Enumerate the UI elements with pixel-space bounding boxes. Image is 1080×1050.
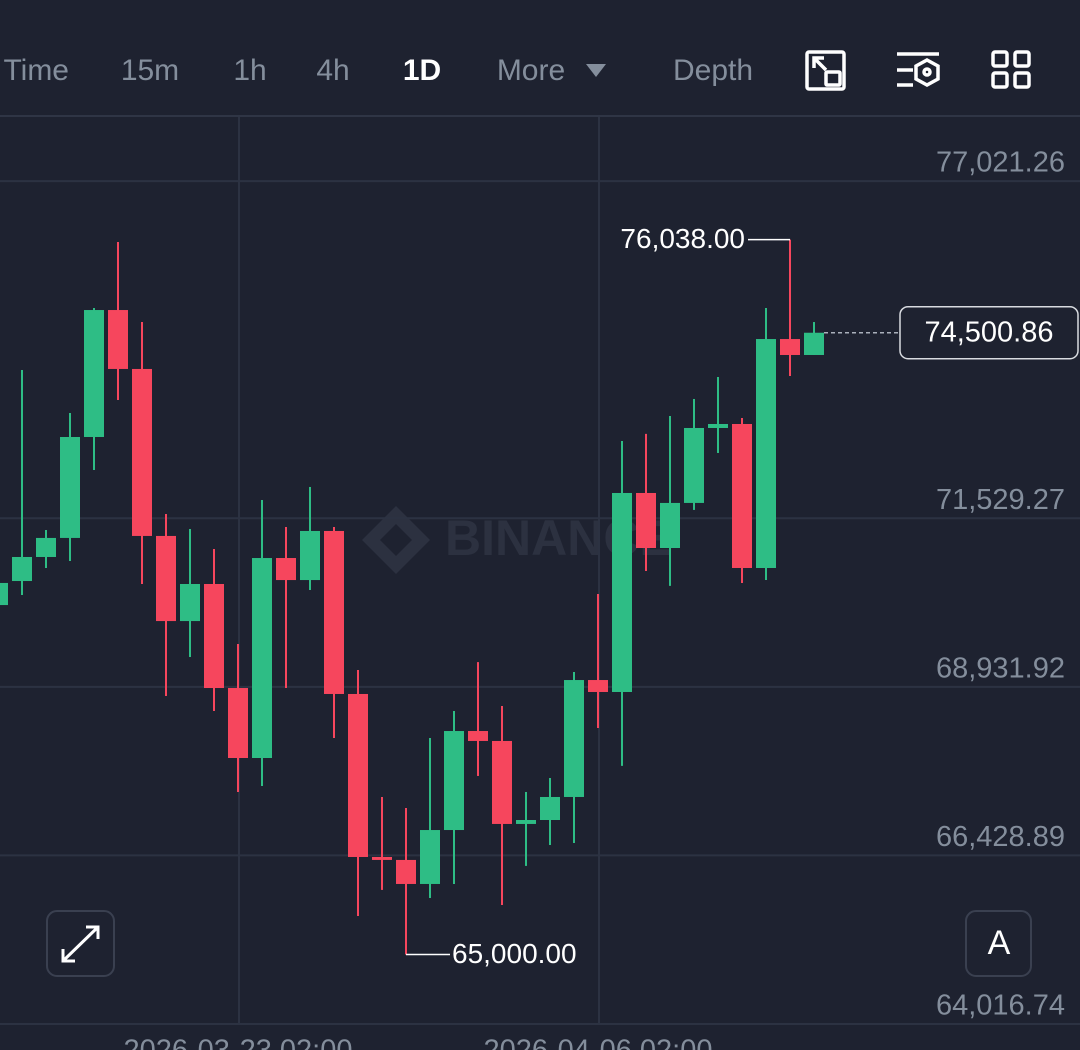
expand-icon[interactable] <box>61 925 100 963</box>
candle-body <box>60 436 80 538</box>
plot: BINANCE 77,021.26 71,529.27 68,931.92 66,428… <box>0 117 1080 1050</box>
toolbar-icons <box>805 50 1031 91</box>
candle-body <box>468 731 488 741</box>
candle-body <box>516 820 536 824</box>
last-price-label: 74,500.86 <box>924 316 1053 348</box>
candle-body <box>588 680 608 692</box>
candle-body <box>324 530 344 694</box>
watermark-text: BINANCE <box>445 510 673 566</box>
candle-body <box>420 830 440 884</box>
candle-body <box>180 583 200 622</box>
depth-tab[interactable]: Depth <box>673 54 753 87</box>
candle-body <box>756 339 776 568</box>
candle-body <box>204 583 224 689</box>
auto-button[interactable]: A <box>988 924 1011 962</box>
candle-body <box>660 502 680 548</box>
watermark: BINANCE <box>362 506 673 574</box>
candle-body <box>276 558 296 581</box>
candle-body <box>780 339 800 355</box>
watermark-logo <box>362 506 430 574</box>
candle-body <box>804 332 824 355</box>
expand-button[interactable] <box>46 910 115 977</box>
candle-body <box>36 537 56 557</box>
candle-body <box>12 556 32 582</box>
settings-icon[interactable] <box>897 52 940 87</box>
candle-body <box>132 368 152 536</box>
min-label: 65,000.00 <box>452 938 577 969</box>
candle-body <box>492 740 512 824</box>
x-tick-label: 2026-04-06 02:00 <box>484 1035 713 1050</box>
candle-body <box>540 796 560 821</box>
y-tick-label: 64,016.74 <box>936 990 1065 1022</box>
candle-body <box>636 492 656 548</box>
candle-body <box>108 310 128 369</box>
candle-body <box>612 492 632 692</box>
candle-body <box>348 693 368 857</box>
candle-body <box>372 856 392 860</box>
more-caret[interactable] <box>586 64 606 77</box>
candle-body <box>156 535 176 622</box>
candle-body <box>708 423 728 428</box>
window-icon[interactable] <box>805 50 846 91</box>
candle-body <box>228 688 248 759</box>
auto-box[interactable] <box>965 910 1032 977</box>
max-label: 76,038.00 <box>620 223 745 254</box>
y-tick-label: 66,428.89 <box>936 821 1065 853</box>
x-tick-label: 2026-03-23 02:00 <box>124 1035 353 1050</box>
candle-body <box>300 530 320 581</box>
y-tick-label: 71,529.27 <box>936 484 1065 516</box>
timeframe-tab[interactable]: 15m <box>121 54 179 87</box>
last-price-box <box>899 305 1079 360</box>
more-tab[interactable]: More <box>497 54 565 87</box>
candle-body <box>444 731 464 831</box>
candle-body <box>396 859 416 884</box>
candle-body <box>84 310 104 437</box>
timeframe-tab[interactable]: 4h <box>316 54 349 87</box>
timeframe-tab[interactable]: 1h <box>233 54 266 87</box>
candle-body <box>564 680 584 797</box>
candle-body <box>252 558 272 759</box>
candle-body <box>732 423 752 568</box>
y-tick-label: 77,021.26 <box>936 147 1065 179</box>
timeframe-tab[interactable]: Time <box>3 54 69 87</box>
candle-body <box>684 427 704 503</box>
layout-icon[interactable] <box>991 50 1031 89</box>
timeframe-tab[interactable]: 1D <box>403 54 441 87</box>
y-tick-label: 68,931.92 <box>936 652 1065 684</box>
candle-body <box>0 582 8 606</box>
